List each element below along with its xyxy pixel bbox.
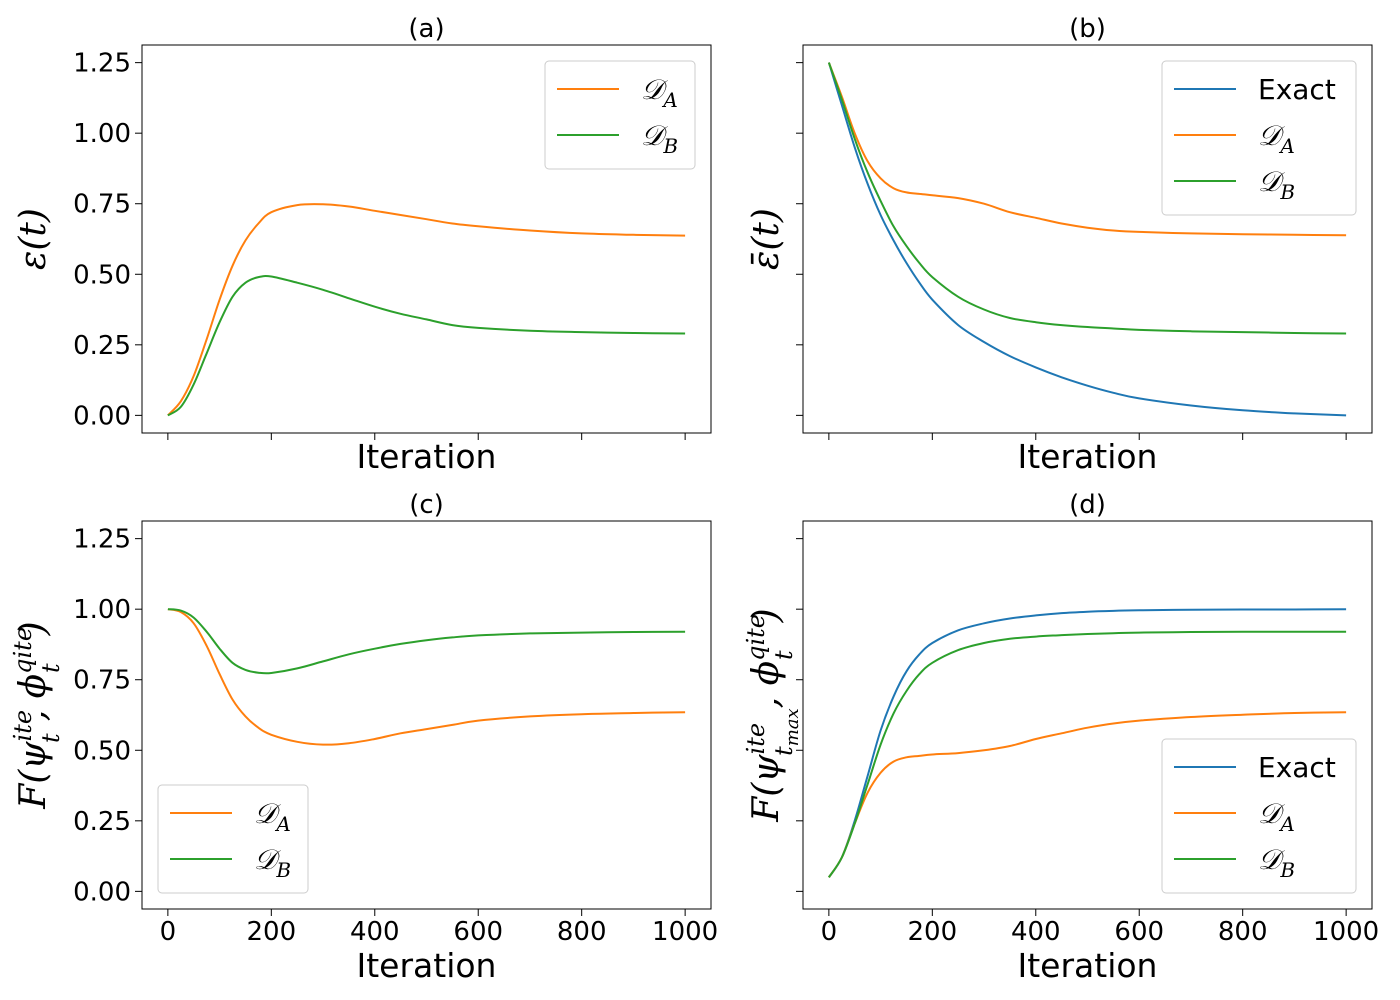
series-line-db-d	[828, 630, 1347, 878]
legend-label-da-d: 𝒟A	[1258, 797, 1295, 836]
x-tick-label-d: 400	[1011, 917, 1061, 947]
y-tick-label-c: 0.25	[73, 807, 131, 837]
series-line-db-c	[167, 608, 686, 675]
legend-label-exact-b: Exact	[1258, 73, 1336, 106]
x-axis-label-b: Iteration	[1018, 437, 1158, 476]
y-tick-label-c: 1.25	[73, 525, 131, 555]
axes-frame-a	[141, 44, 712, 434]
series-line-da-c	[167, 608, 686, 746]
y-axis-label-a: ε(t)	[13, 208, 54, 270]
series-line-da-b	[827, 62, 1347, 237]
y-tick-label-a: 0.75	[73, 190, 131, 220]
legend-label-da-c: 𝒟A	[254, 797, 291, 836]
legend-box-d	[1161, 738, 1357, 894]
x-tick-label-d: 600	[1114, 917, 1164, 947]
x-axis-label-c: Iteration	[357, 946, 497, 985]
x-tick-label-c: 400	[350, 917, 400, 947]
legend-c: 𝒟A 𝒟B	[157, 784, 309, 894]
y-tick-label-c: 1.00	[73, 595, 131, 625]
legend-label-db-c: 𝒟B	[254, 843, 291, 882]
y-tick-label-c: 0.50	[73, 736, 131, 766]
y-tick-label-a: 0.00	[73, 401, 131, 431]
y-tick-label-c: 0.75	[73, 666, 131, 696]
x-tick-label-c: 1000	[652, 917, 718, 947]
axes-frame-d	[802, 520, 1373, 910]
x-tick-label-d: 800	[1218, 917, 1268, 947]
legend-label-exact-d: Exact	[1258, 751, 1336, 784]
x-axis-label-d: Iteration	[1018, 946, 1158, 985]
legend-box-b	[1161, 60, 1357, 216]
series-line-exact-d	[828, 608, 1347, 878]
x-tick-label-d: 1000	[1313, 917, 1379, 947]
series-line-exact-b	[827, 62, 1347, 417]
y-axis-label-c: F(ψitet, ϕqitet)	[9, 621, 65, 809]
panel-title-d: (d)	[1069, 490, 1106, 520]
panel-c: (c) 0 200 400 600 800 1000 0.00 0.25 0.50 0.75 1.00…	[9, 490, 718, 985]
x-tick-label-c: 600	[453, 917, 503, 947]
panel-a: (a) 0.00 0.25 0.50 0.75 1.00 1.25 Iteration ε(t)…	[13, 14, 712, 476]
y-axis-label-b: ε̄(t)	[746, 208, 787, 270]
y-tick-label-c: 0.00	[73, 877, 131, 907]
axes-frame-b	[802, 44, 1373, 434]
x-tick-label-c: 0	[160, 917, 177, 947]
x-tick-label-c: 200	[246, 917, 296, 947]
y-tick-label-a: 1.25	[73, 49, 131, 79]
panel-title-b: (b)	[1069, 14, 1106, 44]
series-line-da-a	[167, 203, 686, 417]
x-tick-label-c: 800	[557, 917, 607, 947]
y-tick-label-a: 0.25	[73, 331, 131, 361]
y-tick-label-a: 1.00	[73, 119, 131, 149]
x-tick-label-d: 0	[821, 917, 838, 947]
series-line-db-a	[167, 275, 686, 417]
panel-title-c: (c)	[409, 490, 444, 520]
axes-frame-c	[141, 520, 712, 910]
y-tick-label-a: 0.50	[73, 260, 131, 290]
panel-d: (d) 0 200 400 600 800 1000 Iteration F(ψitetmax,…	[742, 490, 1379, 985]
panel-title-a: (a)	[408, 14, 444, 44]
y-axis-label-d: F(ψitetmax, ϕqitet)	[742, 608, 803, 822]
series-line-da-d	[828, 711, 1347, 878]
x-tick-label-d: 200	[907, 917, 957, 947]
x-axis-label-a: Iteration	[357, 437, 497, 476]
series-line-db-b	[827, 62, 1347, 335]
